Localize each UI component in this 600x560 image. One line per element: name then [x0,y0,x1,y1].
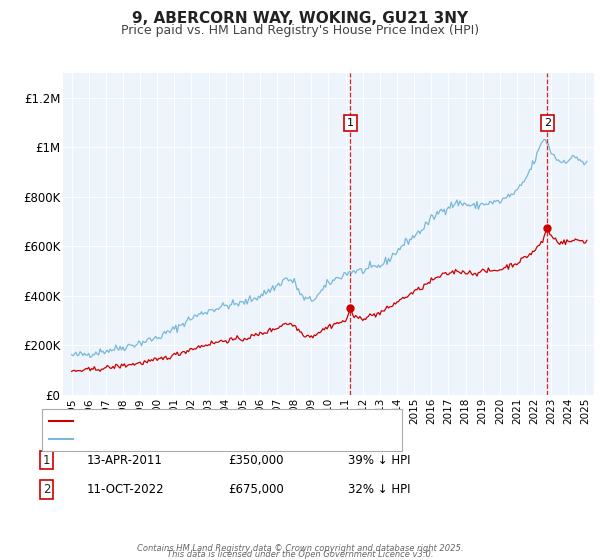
Text: 2: 2 [43,483,50,496]
Text: 39% ↓ HPI: 39% ↓ HPI [348,454,410,467]
Text: 11-OCT-2022: 11-OCT-2022 [87,483,164,496]
Text: Contains HM Land Registry data © Crown copyright and database right 2025.: Contains HM Land Registry data © Crown c… [137,544,463,553]
Text: 1: 1 [347,118,354,128]
Text: 2: 2 [544,118,551,128]
Text: £350,000: £350,000 [228,454,284,467]
Text: Price paid vs. HM Land Registry's House Price Index (HPI): Price paid vs. HM Land Registry's House … [121,24,479,36]
Text: 13-APR-2011: 13-APR-2011 [87,454,163,467]
Text: 32% ↓ HPI: 32% ↓ HPI [348,483,410,496]
Text: 9, ABERCORN WAY, WOKING, GU21 3NY (detached house): 9, ABERCORN WAY, WOKING, GU21 3NY (detac… [78,416,380,426]
Text: HPI: Average price, detached house, Woking: HPI: Average price, detached house, Woki… [78,434,309,444]
Text: 1: 1 [43,454,50,467]
Text: 9, ABERCORN WAY, WOKING, GU21 3NY: 9, ABERCORN WAY, WOKING, GU21 3NY [132,11,468,26]
Text: This data is licensed under the Open Government Licence v3.0.: This data is licensed under the Open Gov… [167,550,433,559]
Text: £675,000: £675,000 [228,483,284,496]
